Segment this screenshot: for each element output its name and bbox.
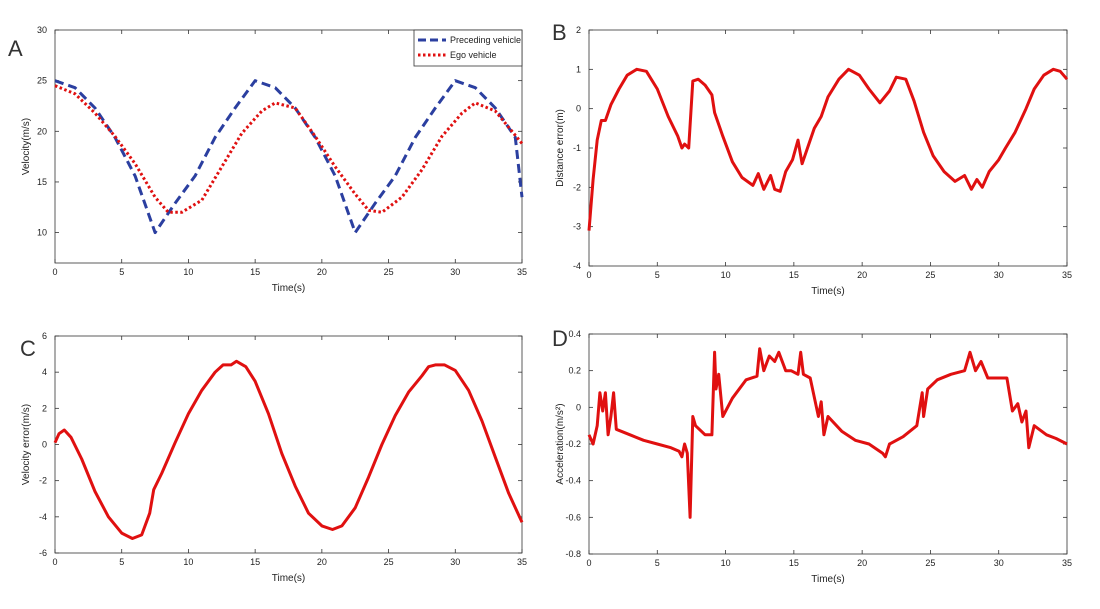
x-tick-label: 0 [586,558,591,568]
y-axis-label: Velocity error(m/s) [21,404,32,485]
x-axis-label: Time(s) [811,286,845,297]
y-tick-label: -2 [39,476,47,486]
x-tick-label: 15 [250,557,260,567]
legend: Preceding vehicle Ego vehicle [413,29,523,67]
x-tick-label: 25 [925,558,935,568]
series-line-panel-c-0 [53,359,524,540]
x-tick-label: 20 [857,270,867,280]
y-tick-label: 0 [42,440,47,450]
y-tick-label: 0 [576,104,581,114]
x-tick-label: 25 [925,270,935,280]
x-tick-label: 0 [52,557,57,567]
series-line-panel-b-0 [587,67,1069,231]
legend-entry: Ego vehicle [450,50,497,60]
x-tick-label: 10 [183,267,193,277]
x-tick-label: 35 [517,557,527,567]
y-axis-label: Acceleration(m/s²) [555,403,566,484]
x-tick-label: 30 [994,270,1004,280]
y-tick-label: -0.2 [565,439,581,449]
series-line-ego-vehicle [54,84,524,214]
x-tick-label: 20 [317,557,327,567]
x-tick-label: 25 [384,267,394,277]
panel-letter-b: B [552,20,567,45]
x-tick-label: 15 [789,270,799,280]
chart-panel-d: D 0 5 10 15 20 25 30 35 -0.8 -0.6 -0.4 -0.2 0 0.2 0.4 Ti… [552,326,1072,585]
x-tick-label: 15 [789,558,799,568]
y-tick-label: -6 [39,548,47,558]
chart-panel-c: C 0 5 10 15 20 25 30 35 -6 -4 -2 0 2 4 6 Time(s) Velocity… [20,331,527,584]
x-tick-label: 5 [119,267,124,277]
x-tick-label: 5 [655,270,660,280]
y-tick-label: 0 [576,402,581,412]
x-axis-label: Time(s) [272,283,306,294]
y-tick-label: -0.8 [565,549,581,559]
y-tick-label: 30 [37,25,47,35]
x-tick-label: 30 [450,267,460,277]
x-tick-label: 35 [517,267,527,277]
y-tick-label: 0.2 [568,366,581,376]
x-tick-label: 25 [384,557,394,567]
y-axis-label: Distance error(m) [555,109,566,187]
y-tick-label: 2 [576,25,581,35]
y-axis-label: Velocity(m/s) [21,118,32,175]
series-line-preceding-vehicle [54,79,524,235]
panel-letter-a: A [8,36,23,61]
y-tick-label: 10 [37,228,47,238]
x-tick-label: 10 [721,270,731,280]
x-tick-label: 35 [1062,270,1072,280]
chart-panel-b: B 0 5 10 15 20 25 30 35 -4 -3 -2 -1 0 1 2 Time(s) Distanc… [552,20,1072,297]
y-tick-label: 0.4 [568,329,581,339]
x-tick-label: 5 [655,558,660,568]
chart-panel-a: A 0 5 10 15 20 25 30 35 10 15 20 25 30 Time(s) Velocity… [8,25,527,294]
y-tick-label: 15 [37,177,47,187]
legend-entry: Preceding vehicle [450,35,521,45]
x-tick-label: 20 [857,558,867,568]
x-tick-label: 10 [721,558,731,568]
x-tick-label: 10 [183,557,193,567]
plot-area-frame [54,29,523,264]
x-axis-label: Time(s) [272,573,306,584]
y-tick-label: 2 [42,403,47,413]
y-tick-label: -1 [573,143,581,153]
y-tick-label: 6 [42,331,47,341]
legend-box [413,29,523,67]
x-tick-label: 30 [450,557,460,567]
x-tick-label: 35 [1062,558,1072,568]
y-tick-label: 4 [42,367,47,377]
panel-letter-d: D [552,326,568,351]
x-tick-label: 20 [317,267,327,277]
x-tick-label: 0 [52,267,57,277]
series-line-panel-d-0 [587,347,1068,519]
y-tick-label: 25 [37,76,47,86]
y-tick-label: 20 [37,126,47,136]
y-tick-label: -4 [573,261,581,271]
x-tick-label: 5 [119,557,124,567]
y-tick-label: 1 [576,64,581,74]
y-tick-label: -4 [39,512,47,522]
x-tick-label: 30 [994,558,1004,568]
panel-letter-c: C [20,336,36,361]
x-axis-label: Time(s) [811,574,845,585]
x-tick-label: 0 [586,270,591,280]
y-tick-label: -0.6 [565,512,581,522]
y-tick-label: -3 [573,222,581,232]
x-tick-label: 15 [250,267,260,277]
y-tick-label: -2 [573,182,581,192]
y-tick-label: -0.4 [565,476,581,486]
